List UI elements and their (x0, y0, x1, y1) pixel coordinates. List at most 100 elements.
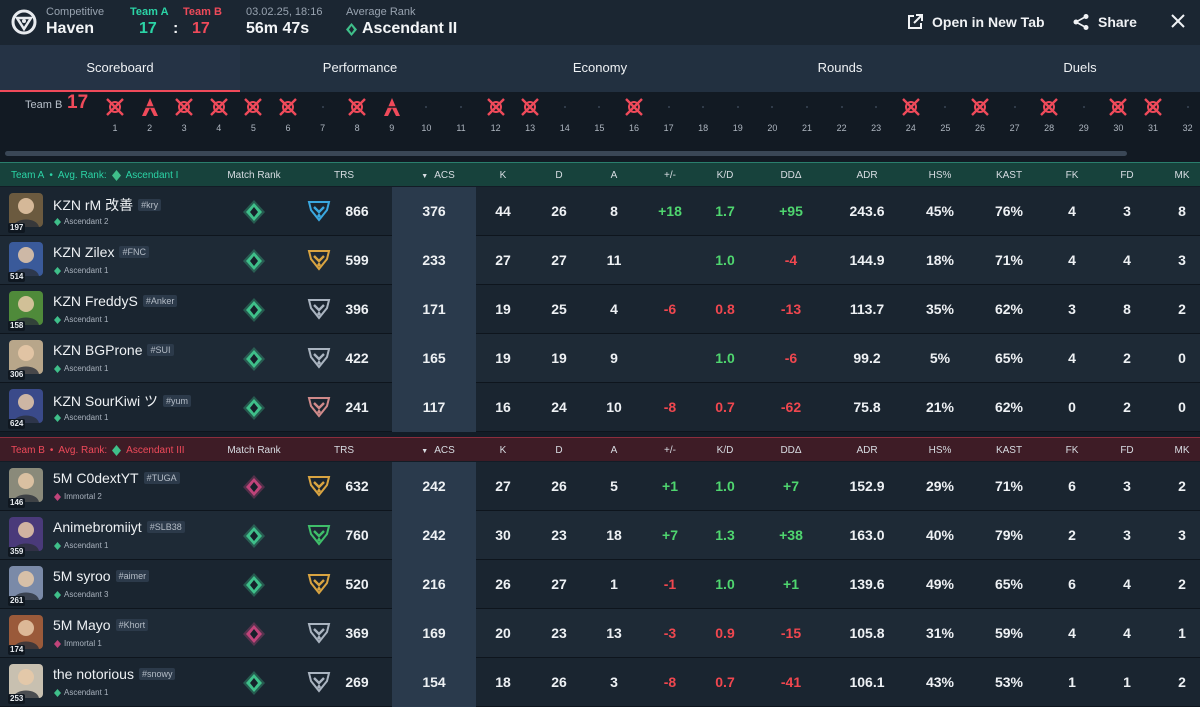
player-level: 158 (8, 321, 26, 331)
round-4-elimination-icon[interactable] (209, 97, 229, 117)
player-row[interactable]: 197 KZN rM 改善 #kry Ascendant 2 866 376 44 2… (0, 187, 1200, 236)
column-header-pm[interactable]: +/- (664, 445, 676, 456)
player-name[interactable]: 5M syroo (53, 568, 111, 584)
column-header-adr[interactable]: ADR (856, 170, 878, 181)
column-header-fk[interactable]: FK (1065, 445, 1079, 456)
column-header-mk[interactable]: MK (1174, 170, 1190, 181)
player-row[interactable]: 261 5M syroo #aimer Ascendant 3 520 216 26… (0, 560, 1200, 609)
column-header-dd[interactable]: DDΔ (780, 170, 802, 181)
column-header-fd[interactable]: FD (1120, 170, 1134, 181)
agent-portrait-icon (13, 247, 39, 276)
player-name[interactable]: 5M C0dextYT (53, 470, 139, 486)
round-3-elimination-icon[interactable] (174, 97, 194, 117)
tab-duels[interactable]: Duels (1063, 60, 1097, 75)
round-number: 26 (974, 123, 985, 133)
tab-performance[interactable]: Performance (322, 60, 398, 75)
open-new-tab-button[interactable]: Open in New Tab (906, 11, 1045, 33)
column-header-a[interactable]: A (610, 445, 618, 456)
round-28-elimination-icon[interactable] (1039, 97, 1059, 117)
round-9-spike-icon[interactable] (382, 97, 402, 117)
column-header-kast[interactable]: KAST (995, 170, 1023, 181)
cell-dd: -15 (780, 625, 802, 641)
player-avatar[interactable] (9, 340, 43, 374)
horizontal-scrollbar[interactable] (5, 151, 1127, 156)
column-header-mk[interactable]: MK (1174, 445, 1190, 456)
player-name[interactable]: KZN FreddyS (53, 293, 138, 309)
player-avatar[interactable] (9, 566, 43, 600)
round-24-elimination-icon[interactable] (901, 97, 921, 117)
player-row[interactable]: 158 KZN FreddyS #Anker Ascendant 1 396 17… (0, 285, 1200, 334)
player-rank-icon (54, 217, 61, 226)
column-header-k[interactable]: K (499, 170, 507, 181)
column-header-dd[interactable]: DDΔ (780, 445, 802, 456)
close-icon[interactable] (1168, 11, 1188, 31)
column-header-k[interactable]: K (499, 445, 507, 456)
tab-scoreboard[interactable]: Scoreboard (0, 45, 240, 92)
column-header-match_rank[interactable]: Match Rank (227, 170, 281, 181)
cell-kd: 1.0 (715, 252, 735, 268)
player-row[interactable]: 359 Animebromiiyt #SLB38 Ascendant 1 760… (0, 511, 1200, 560)
column-header-fk[interactable]: FK (1065, 170, 1079, 181)
team-b-score-block: Team B 17 (183, 6, 222, 39)
player-avatar[interactable] (9, 389, 43, 423)
player-name[interactable]: KZN BGProne (53, 342, 143, 358)
round-13-elimination-icon[interactable] (520, 97, 540, 117)
player-avatar[interactable] (9, 615, 43, 649)
tab-rounds[interactable]: Rounds (817, 60, 863, 75)
player-avatar[interactable] (9, 291, 43, 325)
player-avatar[interactable] (9, 242, 43, 276)
round-number: 5 (250, 123, 256, 133)
player-row[interactable]: 306 KZN BGProne #SUI Ascendant 1 422 165 1… (0, 334, 1200, 383)
round-16-elimination-icon[interactable] (624, 97, 644, 117)
column-header-kd[interactable]: K/D (716, 170, 734, 181)
column-header-d[interactable]: D (555, 170, 563, 181)
column-header-kast[interactable]: KAST (995, 445, 1023, 456)
share-button[interactable]: Share (1072, 11, 1137, 33)
player-level: 197 (8, 223, 26, 233)
column-header-d[interactable]: D (555, 445, 563, 456)
column-header-trs[interactable]: TRS (334, 445, 354, 456)
column-header-acs[interactable]: ▼ ACS (421, 445, 455, 456)
column-header-pm[interactable]: +/- (664, 170, 676, 181)
app-logo-icon[interactable] (10, 8, 38, 36)
round-26-elimination-icon[interactable] (970, 97, 990, 117)
round-5-elimination-icon[interactable] (243, 97, 263, 117)
round-30-elimination-icon[interactable] (1108, 97, 1128, 117)
round-6-elimination-icon[interactable] (278, 97, 298, 117)
player-row[interactable]: 253 the notorious #snowy Ascendant 1 269… (0, 658, 1200, 707)
round-1-elimination-icon[interactable] (105, 97, 125, 117)
player-name[interactable]: KZN Zilex (53, 244, 115, 260)
player-name[interactable]: 5M Mayo (53, 617, 111, 633)
player-name[interactable]: KZN SourKiwi ツ (53, 393, 159, 409)
round-31-elimination-icon[interactable] (1143, 97, 1163, 117)
column-header-adr[interactable]: ADR (856, 445, 878, 456)
player-name[interactable]: the notorious (53, 666, 134, 682)
column-header-hs[interactable]: HS% (928, 170, 952, 181)
round-2-spike-icon[interactable] (140, 97, 160, 117)
player-name[interactable]: Animebromiiyt (53, 519, 142, 535)
player-avatar[interactable] (9, 664, 43, 698)
column-header-a[interactable]: A (610, 170, 618, 181)
player-avatar[interactable] (9, 193, 43, 227)
cell-hs: 35% (925, 301, 955, 317)
cell-pm: -8 (663, 399, 677, 415)
round-12-elimination-icon[interactable] (486, 97, 506, 117)
player-row[interactable]: 514 KZN Zilex #FNC Ascendant 1 599 233 27 2… (0, 236, 1200, 285)
player-row[interactable]: 174 5M Mayo #Khort Immortal 1 369 169 20 23… (0, 609, 1200, 658)
player-avatar[interactable] (9, 517, 43, 551)
column-header-acs[interactable]: ▼ ACS (421, 170, 455, 181)
player-name[interactable]: KZN rM 改善 (53, 197, 134, 213)
column-header-match_rank[interactable]: Match Rank (227, 445, 281, 456)
player-avatar[interactable] (9, 468, 43, 502)
tab-economy[interactable]: Economy (572, 60, 628, 75)
player-row[interactable]: 146 5M C0dextYT #TUGA Immortal 2 632 242 2… (0, 462, 1200, 511)
round-8-elimination-icon[interactable] (347, 97, 367, 117)
column-header-hs[interactable]: HS% (928, 445, 952, 456)
player-row[interactable]: 624 KZN SourKiwi ツ #yum Ascendant 1 241 1… (0, 383, 1200, 432)
player-rank: Ascendant 1 (64, 541, 109, 550)
round-10-loss-marker (425, 106, 428, 108)
column-header-kd[interactable]: K/D (716, 445, 734, 456)
column-header-trs[interactable]: TRS (334, 170, 354, 181)
cell-kd: 1.0 (715, 576, 735, 592)
column-header-fd[interactable]: FD (1120, 445, 1134, 456)
